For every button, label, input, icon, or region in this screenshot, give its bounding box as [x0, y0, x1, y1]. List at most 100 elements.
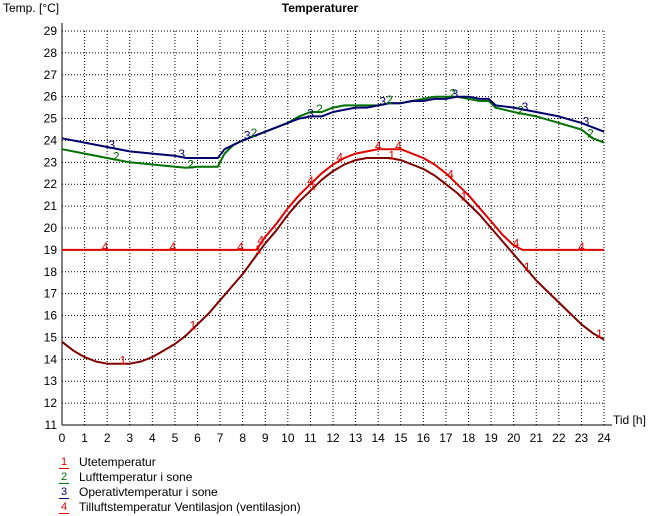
x-tick-label: 1	[81, 431, 88, 445]
x-tick-label: 2	[104, 431, 111, 445]
series-marker-4: 4	[169, 240, 176, 254]
x-tick-label: 5	[172, 431, 179, 445]
series-marker-1: 1	[524, 260, 531, 274]
legend-label: Operativtemperatur i sone	[79, 485, 218, 499]
series-marker-2: 2	[187, 157, 194, 171]
series-marker-3: 3	[244, 129, 251, 143]
x-tick-label: 0	[59, 431, 66, 445]
y-tick-label: 27	[44, 68, 58, 82]
series-marker-1: 1	[255, 243, 262, 257]
y-tick-label: 20	[44, 221, 58, 235]
series-marker-4: 4	[447, 168, 454, 182]
axes	[61, 23, 612, 426]
x-tick-label: 12	[326, 431, 340, 445]
legend-marker: 2	[59, 471, 69, 484]
y-tick-label: 21	[44, 199, 58, 213]
x-tick-label: 8	[239, 431, 246, 445]
series-marker-4: 4	[257, 233, 264, 247]
x-tick-label: 7	[217, 431, 224, 445]
y-tick-label: 26	[44, 90, 58, 104]
x-tick-label: 3	[126, 431, 133, 445]
x-tick-label: 9	[262, 431, 269, 445]
series-marker-1: 1	[120, 354, 127, 368]
y-tick-label: 17	[44, 287, 58, 301]
tick-labels: 0 1 2 3 4 5 6 7 8 9 10 11 12 13 14 15 16 17 18 19 20 21 22 23 24…	[44, 24, 611, 445]
series-marker-1: 1	[190, 319, 197, 333]
series-marker-3: 3	[522, 100, 529, 114]
series-marker-4: 4	[336, 151, 343, 165]
y-axis-label: Temp. [°C]	[3, 1, 59, 15]
y-tick-label: 11	[45, 418, 58, 432]
y-tick-label: 13	[44, 374, 58, 388]
y-tick-label: 23	[44, 155, 58, 169]
y-tick-label: 22	[44, 177, 58, 191]
y-tick-label: 18	[44, 265, 58, 279]
x-tick-label: 17	[439, 431, 453, 445]
legend-label: Lufttemperatur i sone	[79, 470, 193, 484]
series-marker-2: 2	[251, 126, 258, 140]
y-tick-label: 16	[44, 309, 58, 323]
x-tick-label: 11	[304, 431, 317, 445]
x-tick-label: 6	[194, 431, 201, 445]
series-marker-3: 3	[307, 106, 314, 120]
series-marker-4: 4	[395, 139, 402, 153]
legend-marker: 3	[59, 486, 69, 499]
series-marker-3: 3	[108, 138, 115, 152]
x-tick-label: 10	[281, 431, 295, 445]
series-line-1	[61, 157, 605, 365]
series-line-4	[62, 148, 604, 251]
series-marker-2: 2	[587, 127, 594, 141]
series-marker-4: 4	[513, 237, 520, 251]
series-marker-2: 2	[386, 93, 393, 107]
x-tick-label: 14	[371, 431, 385, 445]
grid	[62, 30, 605, 425]
y-tick-label: 14	[44, 352, 58, 366]
legend-label: Utetemperatur	[79, 455, 156, 469]
series-marker-2: 2	[449, 87, 456, 101]
x-tick-label: 21	[530, 431, 544, 445]
y-tick-label: 28	[44, 46, 58, 60]
x-tick-label: 18	[462, 431, 476, 445]
x-tick-label: 13	[349, 431, 363, 445]
series-marker-3: 3	[178, 147, 185, 161]
y-tick-label: 29	[44, 24, 58, 38]
series-marker-3: 3	[379, 95, 386, 109]
series-marker-2: 2	[517, 103, 524, 117]
series-marker-3: 3	[452, 87, 459, 101]
series-marker-4: 4	[375, 139, 382, 153]
series-lines	[61, 95, 605, 365]
series-marker-3: 3	[583, 115, 590, 129]
series-marker-4: 4	[578, 240, 585, 254]
y-tick-label: 25	[44, 112, 58, 126]
x-tick-label: 4	[149, 431, 156, 445]
x-tick-label: 23	[575, 431, 589, 445]
y-tick-label: 12	[44, 396, 58, 410]
y-tick-label: 15	[44, 330, 58, 344]
chart-title: Temperaturer	[282, 1, 359, 15]
series-marker-4: 4	[307, 174, 314, 188]
series-marker-4: 4	[102, 240, 109, 254]
legend-marker: 4	[59, 501, 69, 514]
x-tick-label: 16	[417, 431, 431, 445]
x-tick-label: 20	[507, 431, 521, 445]
series-marker-1: 1	[596, 327, 603, 341]
legend-marker: 1	[59, 456, 69, 469]
series-line-3	[61, 95, 605, 159]
series-marker-4: 4	[237, 240, 244, 254]
x-tick-label: 24	[597, 431, 611, 445]
x-tick-label: 19	[484, 431, 498, 445]
x-tick-label: 22	[552, 431, 566, 445]
series-marker-2: 2	[316, 102, 323, 116]
y-tick-label: 24	[44, 133, 58, 147]
series-marker-1: 1	[461, 190, 468, 204]
series-line-2	[61, 95, 605, 169]
series-marker-2: 2	[113, 150, 120, 164]
x-tick-label: 15	[394, 431, 408, 445]
y-tick-label: 19	[44, 243, 58, 257]
x-axis-label: Tid [h]	[613, 413, 646, 427]
series-marker-1: 1	[309, 179, 316, 193]
series-marker-1: 1	[388, 148, 395, 162]
legend-label: Tilluftstemperatur Ventilasjon (ventilas…	[79, 500, 301, 514]
